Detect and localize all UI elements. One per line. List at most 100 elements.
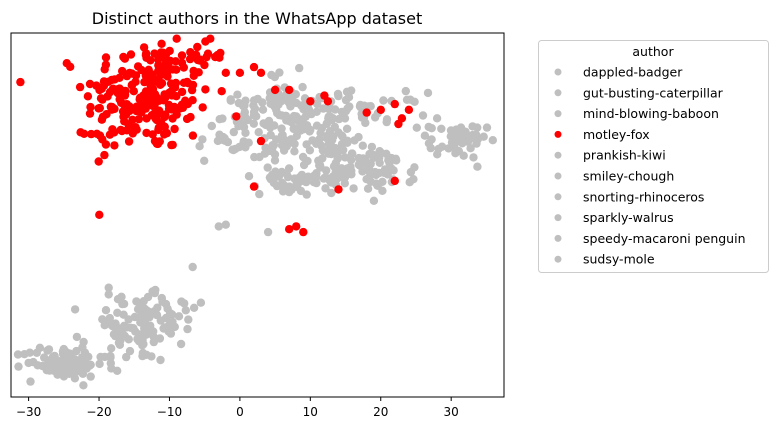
x-tick-label: −30 <box>16 405 41 419</box>
data-point-motley-fox <box>362 108 371 117</box>
data-point-other-author <box>118 330 127 339</box>
data-point-motley-fox <box>128 115 137 125</box>
data-point-motley-fox <box>148 84 158 94</box>
data-point-other-author <box>334 114 344 124</box>
data-point-motley-fox <box>177 58 187 67</box>
legend-item: mind-blowing-baboon <box>554 106 719 121</box>
data-point-motley-fox <box>76 128 85 137</box>
data-point-other-author <box>153 303 162 312</box>
data-point-other-author <box>312 121 322 130</box>
data-point-motley-fox <box>249 62 259 72</box>
data-point-motley-fox <box>154 125 163 135</box>
data-point-other-author <box>290 147 299 156</box>
data-point-motley-fox <box>119 86 128 96</box>
legend-item-label: gut-busting-caterpillar <box>583 85 724 100</box>
data-point-other-author <box>412 123 421 132</box>
data-point-other-author <box>298 152 308 162</box>
data-point-other-author <box>150 288 159 298</box>
data-point-other-author <box>286 135 296 144</box>
data-point-other-author <box>427 124 436 133</box>
legend-marker <box>554 151 562 159</box>
data-point-other-author <box>156 355 165 365</box>
data-point-other-author <box>272 105 281 115</box>
data-point-other-author <box>269 171 278 180</box>
data-point-motley-fox <box>122 100 132 109</box>
data-point-other-author <box>345 102 354 111</box>
data-point-motley-fox <box>201 37 210 46</box>
data-point-other-author <box>363 184 373 193</box>
data-point-motley-fox <box>142 114 151 123</box>
data-point-other-author <box>392 156 401 165</box>
data-point-motley-fox <box>235 68 245 78</box>
data-point-other-author <box>427 135 436 144</box>
data-point-other-author <box>72 346 81 356</box>
data-point-other-author <box>333 154 342 163</box>
x-tick-label: 0 <box>236 405 244 419</box>
data-point-other-author <box>437 124 446 133</box>
data-point-other-author <box>327 178 336 187</box>
series-others-points <box>13 63 497 390</box>
data-point-other-author <box>305 146 315 155</box>
data-point-other-author <box>238 101 248 111</box>
legend-marker <box>554 68 562 76</box>
data-point-other-author <box>295 63 304 73</box>
legend-marker <box>554 89 562 97</box>
data-point-other-author <box>340 153 350 162</box>
x-tick-label: −10 <box>157 405 182 419</box>
data-point-other-author <box>275 68 284 77</box>
data-point-other-author <box>466 144 475 153</box>
data-point-other-author <box>278 187 288 196</box>
data-point-motley-fox <box>115 73 124 83</box>
data-point-other-author <box>432 114 442 123</box>
data-point-other-author <box>249 119 258 128</box>
data-point-other-author <box>468 122 477 131</box>
data-point-other-author <box>384 156 393 165</box>
data-point-motley-fox <box>110 128 119 137</box>
data-point-motley-fox <box>87 129 96 139</box>
data-point-motley-fox <box>128 129 137 138</box>
data-point-other-author <box>255 152 264 162</box>
data-point-other-author <box>183 324 192 334</box>
legend-item: gut-busting-caterpillar <box>554 85 724 100</box>
data-point-motley-fox <box>167 86 176 96</box>
data-point-other-author <box>459 132 468 141</box>
data-point-motley-fox <box>397 114 407 123</box>
data-point-motley-fox <box>127 81 136 90</box>
data-point-motley-fox <box>217 87 226 96</box>
data-point-motley-fox <box>110 141 119 150</box>
data-point-other-author <box>358 167 367 176</box>
data-point-other-author <box>356 102 365 112</box>
legend-marker <box>554 234 562 242</box>
data-point-motley-fox <box>285 225 294 234</box>
data-point-other-author <box>270 156 280 165</box>
data-point-other-author <box>221 220 230 229</box>
data-point-motley-fox <box>157 39 166 48</box>
legend-item-label: motley-fox <box>583 127 650 142</box>
data-point-other-author <box>362 175 371 184</box>
data-point-other-author <box>488 136 497 145</box>
data-point-motley-fox <box>172 65 181 74</box>
data-point-motley-fox <box>177 51 187 60</box>
data-point-motley-fox <box>172 34 181 43</box>
data-point-other-author <box>330 105 340 114</box>
data-point-other-author <box>107 344 116 353</box>
data-point-other-author <box>263 163 272 172</box>
data-point-motley-fox <box>95 210 104 219</box>
data-point-other-author <box>274 93 284 103</box>
x-axis: −30 −20 −10 0 10 20 30 <box>16 397 459 419</box>
data-point-other-author <box>344 93 354 102</box>
data-point-other-author <box>157 293 166 303</box>
data-point-other-author <box>472 139 481 148</box>
x-tick-label: 20 <box>373 405 388 419</box>
legend-marker <box>554 130 562 138</box>
data-point-other-author <box>454 146 463 156</box>
data-point-other-author <box>482 123 492 132</box>
data-point-motley-fox <box>182 114 192 124</box>
chart-title: Distinct authors in the WhatsApp dataset <box>92 9 423 28</box>
data-point-other-author <box>324 149 333 158</box>
data-point-other-author <box>321 184 330 193</box>
data-point-other-author <box>96 352 105 362</box>
data-point-other-author <box>146 321 155 330</box>
legend-marker <box>554 214 562 222</box>
data-point-other-author <box>111 331 120 341</box>
